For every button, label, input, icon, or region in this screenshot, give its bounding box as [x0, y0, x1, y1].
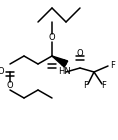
Text: O: O — [77, 50, 83, 59]
Text: O: O — [60, 60, 67, 68]
Text: O: O — [0, 67, 4, 76]
Text: HN: HN — [58, 67, 71, 76]
Text: F: F — [84, 81, 88, 90]
Polygon shape — [52, 56, 68, 67]
Text: F: F — [102, 81, 106, 90]
Text: F: F — [110, 61, 115, 71]
Text: O: O — [7, 81, 13, 90]
Text: O: O — [49, 33, 55, 43]
